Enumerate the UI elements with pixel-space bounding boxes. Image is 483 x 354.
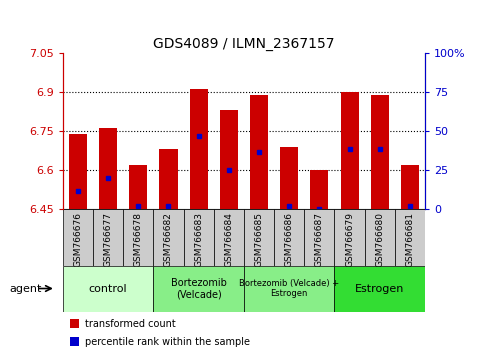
Title: GDS4089 / ILMN_2367157: GDS4089 / ILMN_2367157 — [153, 37, 335, 51]
Bar — [244, 266, 334, 312]
Text: GSM766680: GSM766680 — [375, 212, 384, 267]
Bar — [365, 209, 395, 266]
Bar — [154, 266, 244, 312]
Text: GSM766683: GSM766683 — [194, 212, 203, 267]
Text: GSM766679: GSM766679 — [345, 212, 354, 267]
Bar — [189, 90, 208, 209]
Bar — [69, 133, 87, 209]
Text: GSM766681: GSM766681 — [405, 212, 414, 267]
Bar — [63, 266, 154, 312]
Bar — [250, 95, 268, 209]
Bar — [334, 266, 425, 312]
Bar — [395, 209, 425, 266]
Bar — [401, 165, 419, 209]
Bar — [274, 209, 304, 266]
Text: GSM766676: GSM766676 — [73, 212, 83, 267]
Bar — [63, 209, 93, 266]
Bar — [93, 209, 123, 266]
Text: GSM766684: GSM766684 — [224, 212, 233, 267]
Text: GSM766678: GSM766678 — [134, 212, 143, 267]
Text: control: control — [89, 284, 128, 293]
Text: GSM766687: GSM766687 — [315, 212, 324, 267]
Bar — [371, 95, 389, 209]
Text: Estrogen: Estrogen — [355, 284, 404, 293]
Bar — [184, 209, 213, 266]
Bar — [334, 209, 365, 266]
Bar — [311, 170, 328, 209]
Text: Bortezomib (Velcade) +
Estrogen: Bortezomib (Velcade) + Estrogen — [239, 279, 339, 298]
Text: GSM766682: GSM766682 — [164, 212, 173, 267]
Bar — [154, 209, 184, 266]
Bar — [159, 149, 178, 209]
Bar — [99, 129, 117, 209]
Text: GSM766686: GSM766686 — [284, 212, 294, 267]
Bar — [70, 319, 79, 328]
Text: transformed count: transformed count — [85, 319, 175, 329]
Bar — [123, 209, 154, 266]
Bar — [129, 165, 147, 209]
Text: GSM766677: GSM766677 — [103, 212, 113, 267]
Bar — [304, 209, 334, 266]
Bar — [280, 147, 298, 209]
Text: agent: agent — [10, 284, 42, 293]
Bar — [213, 209, 244, 266]
Text: Bortezomib
(Velcade): Bortezomib (Velcade) — [170, 278, 227, 299]
Text: GSM766685: GSM766685 — [255, 212, 264, 267]
Bar — [341, 92, 358, 209]
Bar — [220, 110, 238, 209]
Text: percentile rank within the sample: percentile rank within the sample — [85, 337, 250, 347]
Bar — [244, 209, 274, 266]
Bar — [70, 337, 79, 346]
